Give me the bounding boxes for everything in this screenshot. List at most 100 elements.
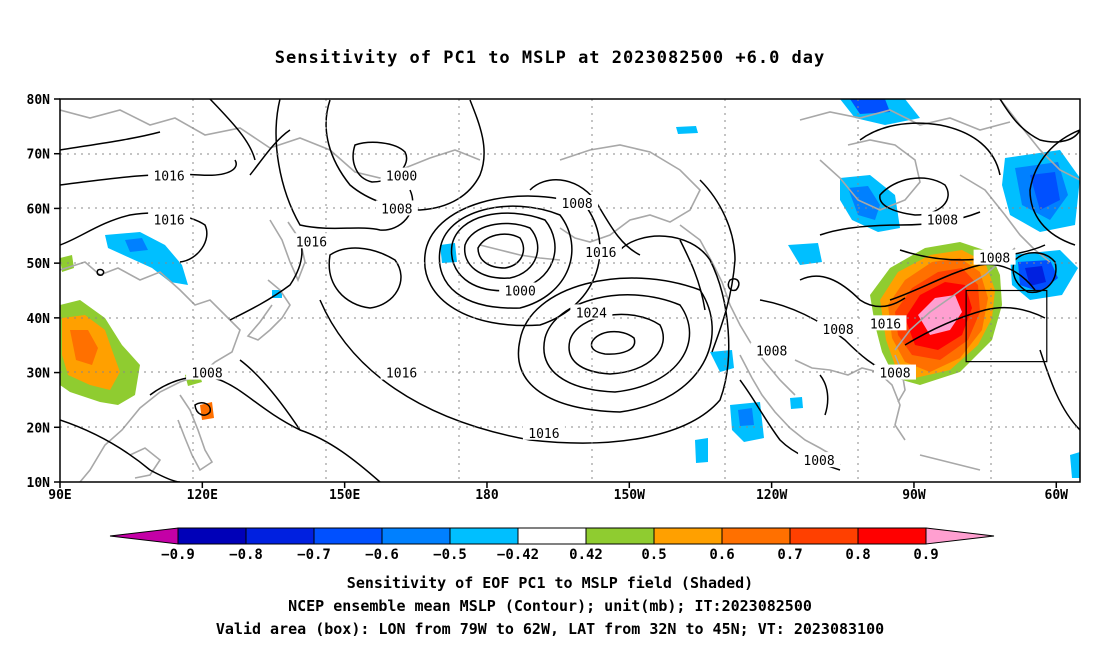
colorbar-label-4: −0.5 [433, 547, 467, 563]
shade-ne-pacific-cyan [1070, 452, 1080, 478]
contour-low-1000 [438, 205, 573, 309]
lon-label-1: 120E [187, 488, 218, 503]
shade-uscentral-cyan [788, 243, 822, 265]
colorbar-labels: −0.9 −0.8 −0.7 −0.6 −0.5 −0.42 0.42 0.5 0.6 0.7 0.… [161, 547, 939, 563]
contour-gulf-small [819, 374, 829, 416]
colorbar-seg-2 [245, 527, 315, 545]
contour-label-bg-3 [375, 200, 418, 216]
contour-asia-1008 [60, 131, 161, 151]
lat-label-0: 80N [27, 93, 51, 108]
lat-label-2: 60N [27, 202, 51, 217]
shade-east-us-pink [918, 295, 962, 335]
contour-greenland-1016 [999, 99, 1080, 143]
lon-label-5: 120W [756, 488, 787, 503]
contour-label-bg-6 [579, 244, 622, 260]
colorbar-label-9: 0.7 [777, 547, 802, 563]
coast-philippines [177, 394, 214, 472]
colorbar-seg-11 [857, 527, 927, 545]
colorbar-label-1: −0.8 [229, 547, 263, 563]
lon-label-3: 180 [475, 488, 499, 503]
caption-shaded: Sensitivity of EOF PC1 to MSLP field (Sh… [346, 574, 754, 592]
colorbar-seg-10 [789, 527, 859, 545]
contour-small-1 [727, 278, 740, 292]
colorbar-label-2: −0.7 [297, 547, 331, 563]
lat-label-5: 30N [27, 367, 51, 382]
colorbar-label-7: 0.5 [641, 547, 666, 563]
longitude-labels: 90E 120E 150E 180 150W 120W 90W 60W [48, 488, 1068, 503]
shade-pacific-cyan2 [695, 438, 708, 463]
contour-labels: 1016 1016 1000 1008 1016 1008 1016 1000 1024 1016… [148, 167, 1016, 469]
coast-labrador [959, 174, 1051, 263]
shade-arctic-blue [850, 99, 890, 114]
contour-label-bg-15 [921, 211, 964, 227]
contour-siberia-1016 [328, 247, 402, 309]
contour-asia-1008b [149, 376, 381, 482]
shade-mexico-cyan1 [710, 350, 734, 372]
contour-label-bg-9 [380, 364, 423, 380]
colorbar-seg-12 [925, 527, 995, 545]
shade-alaska-cyan [676, 126, 698, 134]
contour-n-pacific-1016 [275, 99, 414, 231]
mslp-contours [60, 99, 1080, 482]
colorbar-seg-3 [313, 527, 383, 545]
contour-atlantic-low [1012, 252, 1057, 294]
contour-high-1020 [517, 277, 713, 413]
contour-americas-1008 [699, 179, 736, 353]
colorbar-seg-0 [109, 527, 179, 545]
shade-mexico-blue [738, 408, 754, 426]
contour-label-6: 1016 [585, 246, 616, 261]
contour-n-pacific-1016b [249, 129, 291, 176]
shade-siberia-blue [125, 238, 148, 252]
contour-label-bg-17 [522, 424, 565, 440]
contour-label-bg-7 [499, 282, 542, 298]
shade-labrador-dblue [1030, 172, 1060, 210]
colorbar-seg-4 [381, 527, 451, 545]
contour-label-2: 1000 [386, 170, 417, 185]
contour-canada-low [879, 177, 949, 216]
contour-label-12: 1008 [822, 323, 853, 338]
coast-hudson [819, 139, 921, 211]
contour-label-bg-16 [973, 249, 1016, 265]
contour-east-box2 [904, 306, 1046, 346]
colorbar-label-6: 0.42 [569, 547, 603, 563]
contour-small-3 [96, 268, 105, 276]
colorbar-label-11: 0.9 [913, 547, 938, 563]
colorbar-label-10: 0.8 [845, 547, 870, 563]
contour-high-1016 [319, 235, 730, 444]
contour-label-18: 1008 [803, 454, 834, 469]
axis-ticks [54, 98, 1058, 488]
lon-label-2: 150E [329, 488, 360, 503]
contour-pacific-ridge [209, 99, 256, 161]
colorbar [109, 527, 995, 545]
chart-title: Sensitivity of PC1 to MSLP at 2023082500… [274, 48, 826, 68]
contour-label-bg-5 [556, 194, 599, 210]
colorbar-label-5: −0.42 [497, 547, 539, 563]
contour-label-bg-1 [148, 211, 191, 227]
colorbar-seg-6 [517, 527, 587, 545]
contour-japan-1016 [229, 239, 303, 321]
contour-label-bg-12 [817, 320, 860, 336]
colorbar-seg-5 [449, 527, 519, 545]
contour-label-1: 1016 [153, 213, 184, 228]
contour-label-bg-18 [798, 452, 841, 468]
coast-alaska [559, 144, 701, 243]
coast-borneo [129, 447, 162, 479]
coast-gulf [794, 359, 906, 441]
shade-pacific-cyan1 [440, 243, 457, 263]
contour-us-1016 [799, 275, 906, 308]
contour-label-9: 1016 [386, 367, 417, 382]
shade-atlantic-dblue [1025, 266, 1046, 286]
latitude-labels: 80N 70N 60N 50N 40N 30N 20N 10N [27, 93, 51, 491]
coast-canada-west [679, 224, 796, 396]
shade-asia-orange2 [70, 330, 98, 365]
lon-label-7: 60W [1045, 488, 1069, 503]
contour-low-996 [450, 212, 556, 292]
contour-label-7: 1000 [505, 285, 536, 300]
colorbar-seg-9 [721, 527, 791, 545]
coast-asia-north [60, 109, 481, 179]
contour-label-5: 1008 [561, 197, 592, 212]
contour-label-8: 1024 [576, 306, 607, 321]
colorbar-label-8: 0.6 [709, 547, 734, 563]
map-frame [59, 98, 1081, 483]
